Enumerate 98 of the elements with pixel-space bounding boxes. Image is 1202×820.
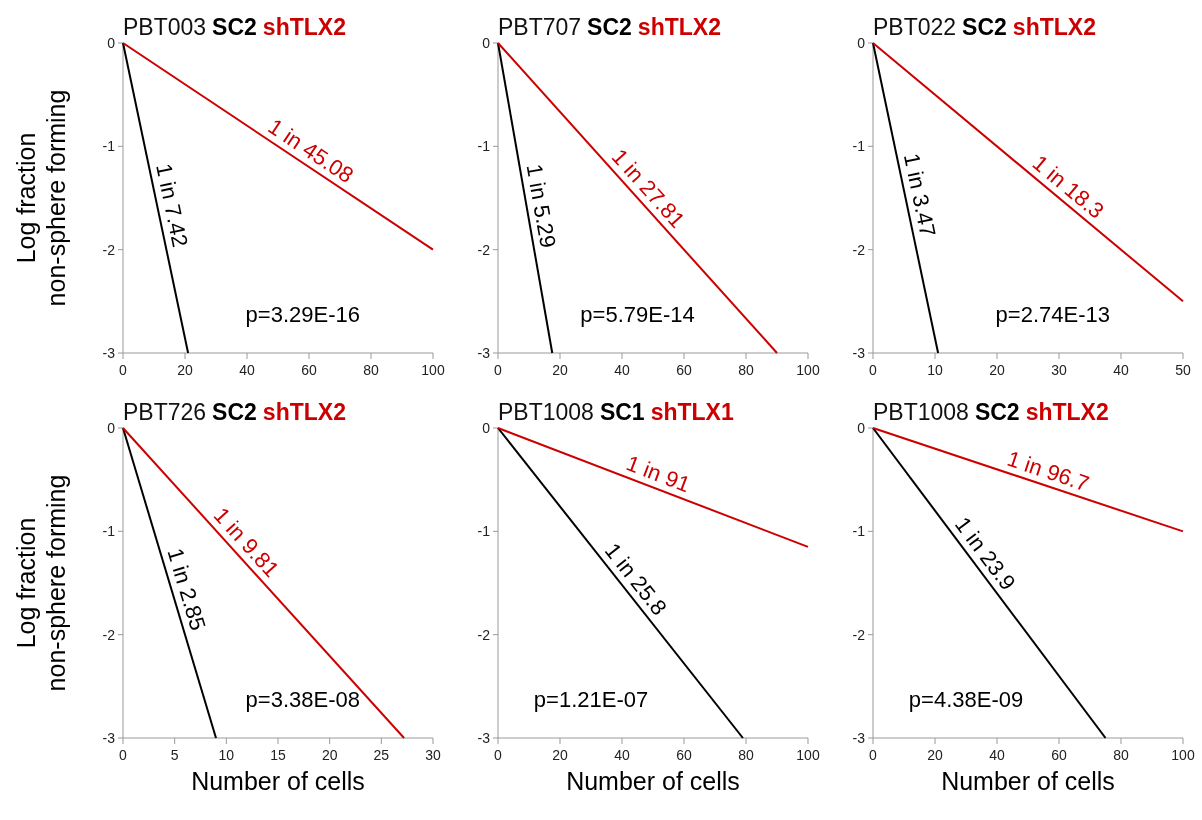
annotation: 1 in 96.7 [1004,445,1093,497]
annotation: 1 in 5.29 [521,162,561,250]
chart-title: PBT726 [123,399,207,425]
text: SC2 [212,399,257,425]
y-tick-label: 0 [857,419,866,436]
chart-title: PBT003 [123,14,207,40]
y-tick-label: -1 [852,138,866,155]
x-tick-label: 40 [614,362,630,378]
y-tick-label: -3 [852,729,866,746]
annotation: 1 in 2.85 [162,545,211,634]
x-tick-label: 100 [421,362,445,378]
x-tick-label: 60 [676,747,692,763]
x-tick-label: 40 [239,362,255,378]
x-tick-label: 100 [796,362,820,378]
annotation: 1 in 45.08 [263,113,358,189]
y-tick-label: -2 [477,626,491,643]
y-tick-label: -1 [477,523,491,540]
x-tick-label: 25 [373,747,390,763]
y-tick-label: -1 [477,138,491,155]
chart-title: PBT707 [498,14,582,40]
y-tick-label: -1 [102,138,116,155]
chart-title: PBT1008 [498,399,594,425]
x-tick-label: 20 [321,747,338,763]
x-tick-label: 10 [927,362,943,378]
y-tick-label: -3 [477,729,491,746]
x-tick-label: 80 [363,362,379,378]
x-tick-label: 40 [614,747,630,763]
y-tick-label: -2 [102,241,116,258]
y-tick-label: -2 [852,626,866,643]
x-axis-title: Number of cells [941,767,1115,795]
annotation: p=4.38E-09 [908,687,1024,712]
chart-title: PBT022 [873,14,957,40]
y-tick-label: -2 [477,241,491,258]
x-tick-label: 20 [989,362,1005,378]
text: shTLX2 [262,14,346,40]
annotation: 1 in 3.47 [898,151,941,239]
x-tick-label: 0 [494,747,503,763]
x-tick-label: 20 [552,747,568,763]
x-tick-label: 5 [170,747,179,763]
y-tick-label: 0 [107,419,116,436]
text: shTLX2 [1025,399,1109,425]
x-tick-label: 0 [869,362,878,378]
x-tick-label: 40 [1113,362,1129,378]
x-tick-label: 100 [796,747,820,763]
y-tick-label: -3 [852,344,866,361]
y-tick-label: -1 [102,523,116,540]
x-tick-label: 60 [301,362,317,378]
y-axis-title: Log fraction non-sphere forming [12,474,70,692]
x-tick-label: 60 [676,362,692,378]
annotation: p=3.38E-08 [245,687,360,712]
x-tick-label: 60 [1051,747,1067,763]
y-tick-label: 0 [857,34,866,51]
text: SC1 [599,399,645,425]
text: shTLX1 [650,399,734,425]
text: SC2 [974,399,1020,425]
annotation: p=1.21E-07 [533,687,649,712]
y-tick-label: 0 [482,419,491,436]
annotation: p=2.74E-13 [995,302,1110,327]
text: shTLX2 [262,399,346,425]
x-tick-label: 30 [425,747,441,763]
chart-title: PBT1008 [873,399,969,425]
x-tick-label: 50 [1175,362,1191,378]
y-tick-label: -3 [102,344,116,361]
x-tick-label: 20 [927,747,943,763]
y-axis-title: Log fraction non-sphere forming [12,89,70,307]
x-axis-title: Number of cells [191,767,365,795]
x-tick-label: 0 [494,362,503,378]
text: SC2 [962,14,1007,40]
annotation: 1 in 7.42 [151,161,193,250]
annotation: p=3.29E-16 [245,302,360,327]
x-tick-label: 80 [738,747,754,763]
y-tick-label: -2 [102,626,116,643]
text: shTLX2 [637,14,721,40]
x-axis-title: Number of cells [566,767,740,795]
x-tick-label: 40 [989,747,1005,763]
x-tick-label: 80 [1113,747,1129,763]
y-tick-label: -3 [477,344,491,361]
x-tick-label: 20 [552,362,568,378]
x-tick-label: 0 [119,362,128,378]
x-tick-label: 10 [218,747,235,763]
y-tick-label: 0 [482,34,491,51]
annotation: 1 in 91 [622,450,694,498]
x-tick-label: 80 [738,362,754,378]
x-tick-label: 20 [177,362,193,378]
y-tick-label: -2 [852,241,866,258]
x-tick-label: 100 [1171,747,1195,763]
text: shTLX2 [1012,14,1096,40]
y-tick-label: 0 [107,34,116,51]
x-tick-label: 15 [270,747,286,763]
x-tick-label: 30 [1051,362,1067,378]
annotation: p=5.79E-14 [580,302,695,327]
text: SC2 [587,14,632,40]
y-tick-label: -1 [852,523,866,540]
text: SC2 [212,14,257,40]
x-tick-label: 0 [119,747,128,763]
x-tick-label: 0 [869,747,878,763]
y-tick-label: -3 [102,729,116,746]
annotation: 1 in 18.3 [1027,150,1109,224]
